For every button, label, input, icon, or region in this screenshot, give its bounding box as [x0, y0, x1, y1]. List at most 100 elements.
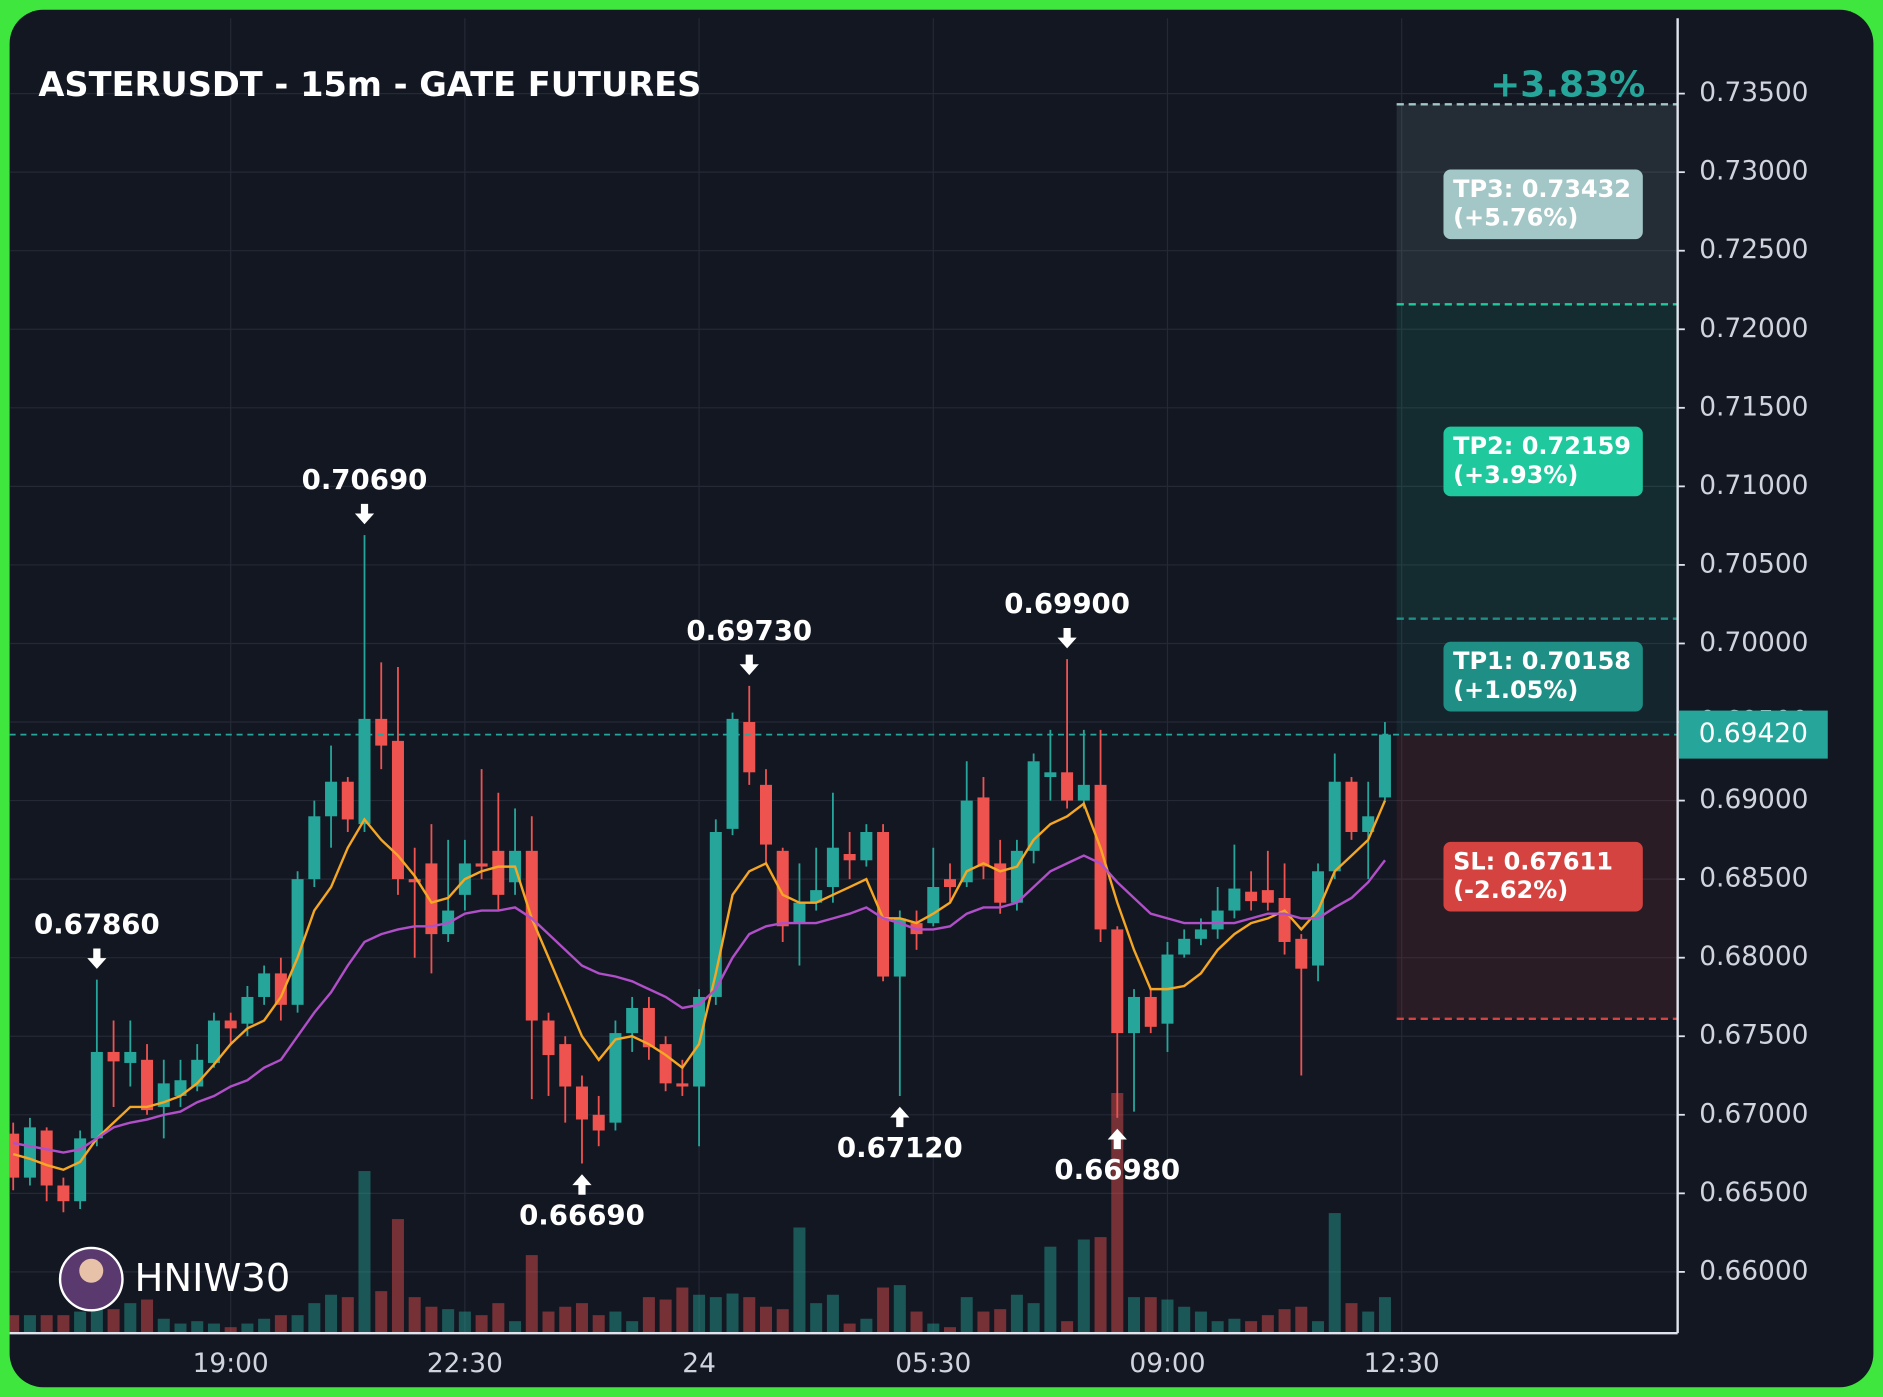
- volume-bar: [291, 1315, 304, 1334]
- volume-bar: [877, 1287, 890, 1334]
- candle-body: [1328, 781, 1341, 872]
- y-tick-label: 0.70500: [1699, 548, 1808, 579]
- volume-bar: [559, 1306, 572, 1334]
- overlay: 0.67860 0.70690 0.69730 0.69900 0.66690 0.671…: [9, 18, 1828, 1379]
- x-tick-label: 22:30: [427, 1348, 503, 1379]
- volume-bar: [492, 1303, 505, 1334]
- x-tick-label: 12:30: [1364, 1348, 1440, 1379]
- y-tick-label: 0.73500: [1699, 77, 1808, 108]
- candle-body: [1061, 772, 1074, 801]
- arrow-up: [572, 1174, 592, 1195]
- volume-bar: [1111, 1092, 1124, 1334]
- candle-body: [1211, 910, 1224, 930]
- candle-body: [1278, 897, 1291, 942]
- y-tick-label: 0.70000: [1699, 627, 1808, 658]
- x-tick-label: 09:00: [1129, 1348, 1205, 1379]
- candle-body: [40, 1130, 53, 1186]
- x-tick-label: 05:30: [895, 1348, 971, 1379]
- panel: [9, 9, 1874, 1388]
- candle-body: [141, 1059, 154, 1111]
- level-box: [1443, 641, 1643, 712]
- volume-bar: [927, 1323, 940, 1334]
- volume-bar: [575, 1303, 588, 1334]
- volume-bar: [1312, 1321, 1325, 1334]
- y-tick-label: 0.71000: [1699, 470, 1808, 501]
- volume-bar: [1278, 1309, 1291, 1334]
- volume-bar: [1178, 1306, 1191, 1334]
- volume-bar: [960, 1297, 973, 1334]
- volume-bar: [676, 1287, 689, 1334]
- candle-body: [224, 1020, 237, 1029]
- candle-body: [391, 740, 404, 880]
- candle-body: [23, 1127, 36, 1178]
- candle-body: [592, 1114, 605, 1131]
- candle-body: [877, 832, 890, 977]
- volume-bar: [709, 1297, 722, 1334]
- candle-body: [676, 1083, 689, 1087]
- level-box: [1443, 169, 1643, 240]
- volume-bar: [592, 1315, 605, 1334]
- low-label: 0.67120: [837, 1131, 963, 1164]
- volume-bar: [1362, 1311, 1375, 1334]
- volume-bar: [258, 1318, 271, 1334]
- volume-bar: [308, 1303, 321, 1334]
- volume-bar: [1027, 1303, 1040, 1334]
- volume-bar: [1211, 1321, 1224, 1334]
- y-tick-label: 0.71500: [1699, 391, 1808, 422]
- volume-bar: [542, 1311, 555, 1334]
- volume-bar: [860, 1318, 873, 1334]
- ma-line: [12, 854, 1386, 1154]
- high-label: 0.67860: [34, 908, 160, 941]
- volume-bar: [1245, 1321, 1258, 1334]
- volume-bar: [994, 1309, 1007, 1334]
- candle-body: [1245, 891, 1258, 902]
- volume-bar: [74, 1311, 87, 1334]
- candle-body: [425, 863, 438, 935]
- candle-body: [525, 850, 538, 1021]
- volume-bar: [525, 1255, 538, 1334]
- candle-body: [107, 1051, 120, 1062]
- chart-title: ASTERUSDT - 15m - GATE FUTURES: [38, 65, 701, 104]
- volume-bar: [475, 1315, 488, 1334]
- volume-bar: [40, 1315, 53, 1334]
- x-tick-label: 24: [682, 1348, 716, 1379]
- candle-body: [274, 973, 287, 1005]
- candle-body: [1261, 890, 1274, 903]
- volume-bar: [1144, 1297, 1157, 1334]
- candle-body: [642, 1007, 655, 1048]
- low-label: 0.66690: [519, 1198, 645, 1231]
- level-label: SL: 0.67611: [1453, 847, 1613, 875]
- volume-bar: [408, 1297, 421, 1334]
- volume-bar: [442, 1309, 455, 1334]
- low-label: 0.66980: [1054, 1153, 1180, 1186]
- volume-bar: [793, 1227, 806, 1334]
- candle-body: [341, 781, 354, 820]
- candle-body: [1027, 761, 1040, 851]
- candle-body: [826, 847, 839, 887]
- volume-bar: [1044, 1246, 1057, 1334]
- last-price-label: 0.69420: [1699, 718, 1808, 749]
- volume-bar: [1128, 1297, 1141, 1334]
- level-label: TP1: 0.70158: [1453, 647, 1631, 675]
- candle-body: [475, 863, 488, 867]
- arrow-down: [1057, 627, 1077, 649]
- volume-bar: [107, 1309, 120, 1334]
- candle-body: [325, 781, 338, 817]
- volume-bar: [358, 1171, 371, 1334]
- volume-bar: [274, 1315, 287, 1334]
- high-label: 0.70690: [302, 463, 428, 496]
- level-sub: (+3.93%): [1453, 461, 1578, 489]
- volume-bar: [1328, 1213, 1341, 1334]
- arrow-up: [890, 1106, 910, 1128]
- candle-body: [1094, 784, 1107, 930]
- candle-body: [124, 1051, 137, 1063]
- volume-bar: [241, 1323, 254, 1334]
- level-box: [1443, 841, 1643, 912]
- candle-body: [1228, 888, 1241, 911]
- level-box: [1443, 426, 1643, 497]
- volume-bar: [23, 1315, 36, 1334]
- candle-body: [308, 816, 321, 880]
- volume-bar: [174, 1323, 187, 1334]
- candle-body: [375, 718, 388, 746]
- candle-body: [1178, 938, 1191, 955]
